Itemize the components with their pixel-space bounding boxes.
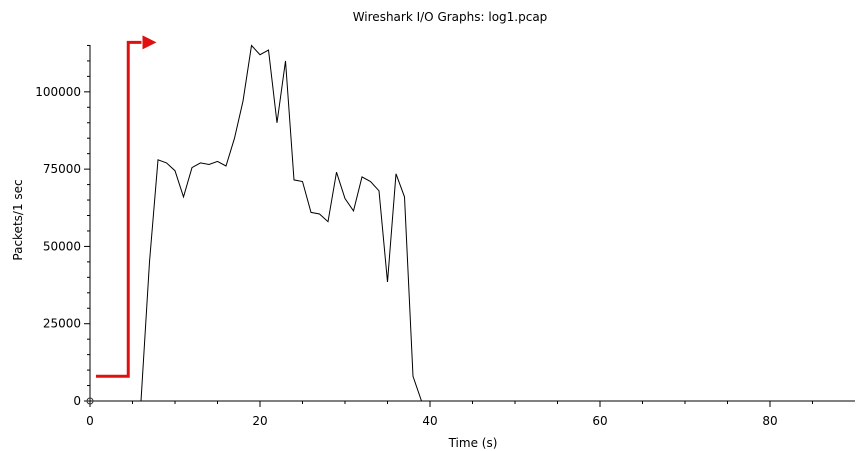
chart-title: Wireshark I/O Graphs: log1.pcap	[353, 10, 548, 24]
y-tick-label: 75000	[43, 162, 81, 176]
ticks: 0 20 40 60 80 0 25000 50000 75000 100000	[35, 44, 813, 428]
y-tick-label: 25000	[43, 317, 81, 331]
x-tick-label: 60	[592, 414, 607, 428]
arrow-head	[142, 35, 157, 50]
series-line	[90, 44, 855, 402]
axes	[89, 45, 855, 402]
y-axis-label: Packets/1 sec	[11, 179, 25, 260]
x-tick-label: 0	[86, 414, 94, 428]
origin-marker	[86, 397, 94, 405]
x-tick-label: 40	[422, 414, 437, 428]
y-tick-label: 0	[73, 394, 81, 408]
y-tick-label: 50000	[43, 239, 81, 253]
arrow-shaft	[95, 40, 142, 378]
y-tick-label: 100000	[35, 85, 81, 99]
x-tick-label: 80	[762, 414, 777, 428]
x-axis-label: Time (s)	[448, 436, 498, 450]
start-arrow-annotation	[95, 35, 157, 378]
x-tick-label: 20	[252, 414, 267, 428]
